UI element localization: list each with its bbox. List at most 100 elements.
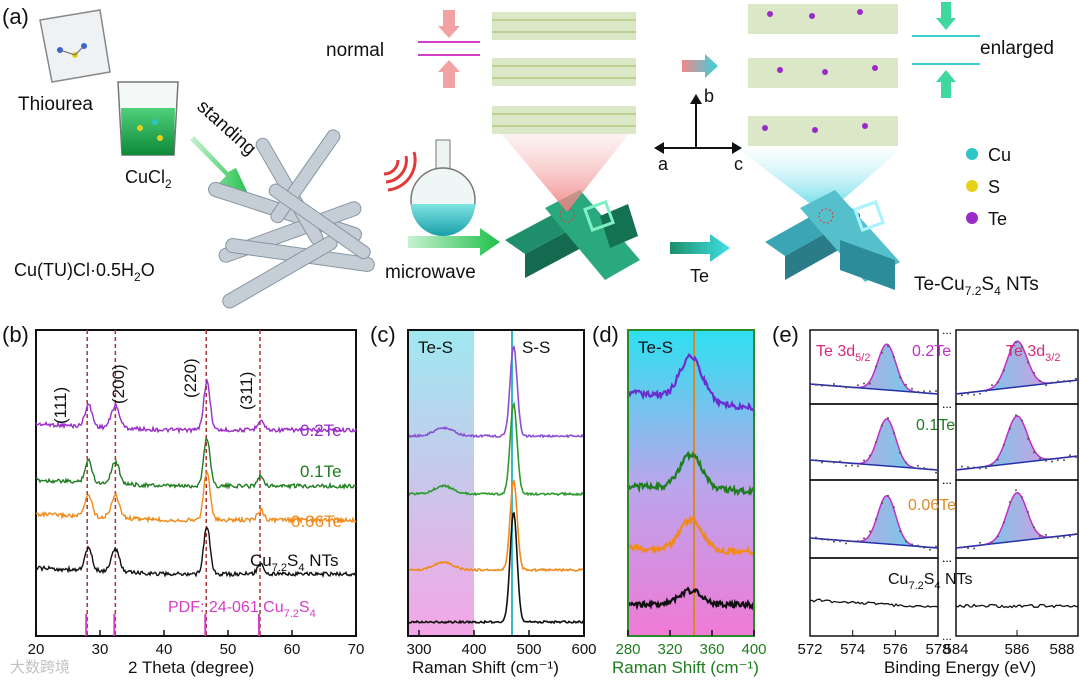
xps-peak-fill [956,416,1078,470]
cyan-nanotubes [765,190,900,290]
axis-b-label: b [704,86,714,106]
series-label-b-0.1te: 0.1Te [300,462,342,481]
axis-break-mark: ... [942,629,952,643]
xps-data-point [1063,536,1065,539]
flask-icon [410,139,476,236]
normal-label: normal [326,40,384,61]
xps-data-point [1015,489,1017,492]
xps-background-line [955,533,1079,549]
xps-subpanels: ........................ [809,323,1079,643]
xps-data-point [1075,377,1077,380]
xps-data-point [899,530,901,533]
xps-data-point [1075,532,1077,535]
xps-data-point [833,540,835,543]
xps-data-point [911,543,913,546]
band-label-te-s-c: Te-S [418,338,453,357]
panel-c-raman: (c) 300 400 500 600 Te-S S-S Raman Shift (c… [370,322,597,677]
te-s-band-c [408,330,474,636]
x-tick-label: 588 [1049,641,1074,658]
s-atom-icon [966,180,978,192]
xps-background-line [809,459,939,471]
xps-frame-right [955,557,1079,637]
x-tick-label: 500 [516,641,541,658]
xps-data-point [997,535,999,538]
xps-data-point [815,536,817,539]
panel-label-e: (e) [772,322,799,347]
xps-data-point [1063,459,1065,462]
xps-data-point [1045,533,1047,536]
xps-data-point [997,381,999,384]
xps-data-point [875,365,877,368]
xps-data-point [1069,454,1071,457]
microwave-waves-icon [383,151,417,192]
xps-data-point [1057,380,1059,383]
xps-data-point [967,392,969,395]
xps-data-point [851,386,853,389]
xps-data-point [955,390,957,393]
xps-data-point [923,390,925,393]
x-axis-d: 280 320 360 400 [615,630,767,658]
plot-frame-c [407,329,585,637]
xps-data-point [929,548,931,551]
axis-break-mark: ... [942,473,952,487]
xps-data-point [935,389,937,392]
xps-data-point [881,351,883,354]
xps-background-line [809,537,939,549]
te-atom-icon [966,212,978,224]
xps-data-point [1033,451,1035,454]
xps-data-point [1039,534,1041,537]
xps-data-point [961,546,963,549]
xps-data-point [1021,345,1023,348]
x-tick-label: 400 [741,641,766,658]
panel-label-c: (c) [370,322,396,347]
te-s-band-d [628,330,754,636]
xps-data-point [985,467,987,470]
enlarged-label: enlarged [980,38,1054,59]
xps-data-point [857,539,859,542]
axis-c-label: c [734,154,743,174]
xps-peak-fill [810,419,938,470]
xrd-curve [35,377,357,435]
axis-break-mark: ... [942,397,952,411]
xps-data-point [923,466,925,469]
raman-zoom-curve [627,450,755,497]
xps-data-point [985,543,987,546]
x-axis-label-d: Raman Shift (cm⁻¹) [612,658,759,677]
xps-data-point [979,392,981,395]
raman-zoom-curve [626,514,755,556]
x-tick-label: 70 [348,641,365,658]
x-tick-label: 300 [406,641,431,658]
xps-data-point [905,461,907,464]
x-axis-label-b: 2 Theta (degree) [128,658,254,677]
cucl2-beaker-icon [117,81,179,156]
x-tick-label: 360 [699,641,724,658]
xps-data-point [917,390,919,393]
xps-data-point [1009,427,1011,430]
series-label-e-cu7.2s4: Cu7.2S4 NTs [888,571,973,592]
xps-data-point [821,538,823,541]
xps-data-point [815,383,817,386]
xps-data-point [973,393,975,396]
xps-data-point [1027,361,1029,364]
xrd-curve [35,470,357,525]
xps-data-point [991,384,993,387]
x-axis-c: 300 400 500 600 [406,630,597,658]
xps-flat-curve [955,603,1079,609]
xps-data-point [875,440,877,443]
precursor-label: Cu(TU)Cl·0.5H2O [14,260,155,284]
thiourea-label: Thiourea [18,94,93,115]
xps-data-point [839,540,841,543]
xps-data-point [821,461,823,464]
xps-data-point [1057,459,1059,462]
xps-data-point [875,518,877,521]
xps-data-point [973,547,975,550]
xps-data-point [845,542,847,545]
xps-data-point [839,460,841,463]
legend-te: Te [988,209,1007,229]
axis-break-mark: ... [942,473,952,487]
xps-data-point [997,458,999,461]
xps-data-point [929,390,931,393]
xps-data-point [985,390,987,393]
panel-b-xrd: (b) 20 30 40 50 60 70 (111) (200) (220) (311)… [2,322,364,677]
xps-data-point [893,506,895,509]
